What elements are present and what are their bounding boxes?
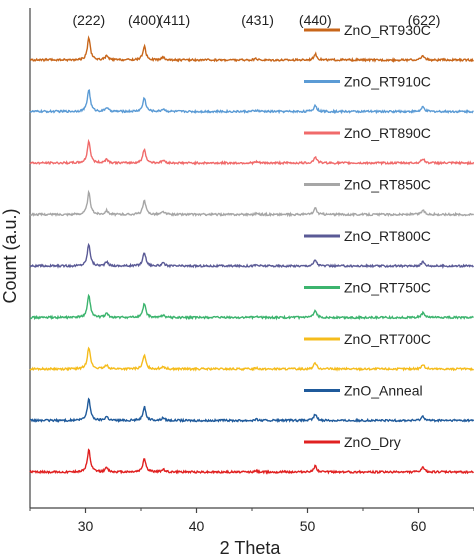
legend-label-4: ZnO_RT800C — [344, 228, 431, 244]
series-line-6 — [29, 346, 474, 372]
peak-label-5: (622) — [408, 12, 441, 28]
x-tick-label: 40 — [189, 518, 205, 534]
peak-label-1: (400) — [128, 12, 161, 28]
series-labels: ZnO_RT930C ZnO_RT910C ZnO_RT890C ZnO_RT850C… — [304, 22, 431, 450]
peak-label-0: (222) — [72, 12, 105, 28]
series-line-3 — [29, 189, 474, 218]
x-tick-label: 30 — [78, 518, 94, 534]
y-axis-label: Count (a.u.) — [0, 208, 20, 303]
series-line-0 — [29, 35, 474, 63]
series-line-8 — [29, 448, 474, 475]
legend-label-3: ZnO_RT850C — [344, 177, 431, 193]
legend-label-1: ZnO_RT910C — [344, 74, 431, 90]
legend-label-8: ZnO_Dry — [344, 434, 401, 450]
peak-label-3: (431) — [241, 12, 274, 28]
legend-label-7: ZnO_Anneal — [344, 383, 423, 399]
legend-label-2: ZnO_RT890C — [344, 125, 431, 141]
legend-label-5: ZnO_RT750C — [344, 280, 431, 296]
peak-labels: (222) (400)(411) (431) (440) (622) — [72, 12, 440, 28]
series-line-1 — [29, 89, 474, 115]
axes: 30 40 50 60 — [29, 8, 474, 534]
series-group — [29, 35, 474, 475]
series-line-5 — [29, 293, 474, 321]
series-line-2 — [29, 138, 474, 166]
series-line-7 — [29, 397, 474, 424]
x-axis-label: 2 Theta — [220, 538, 282, 557]
x-tick-label: 60 — [411, 518, 427, 534]
x-tick-label: 50 — [300, 518, 316, 534]
peak-label-4: (440) — [299, 12, 332, 28]
legend-label-0: ZnO_RT930C — [344, 22, 431, 38]
series-line-4 — [29, 242, 474, 269]
peak-label-2: (411) — [158, 12, 190, 28]
legend-label-6: ZnO_RT700C — [344, 331, 431, 347]
